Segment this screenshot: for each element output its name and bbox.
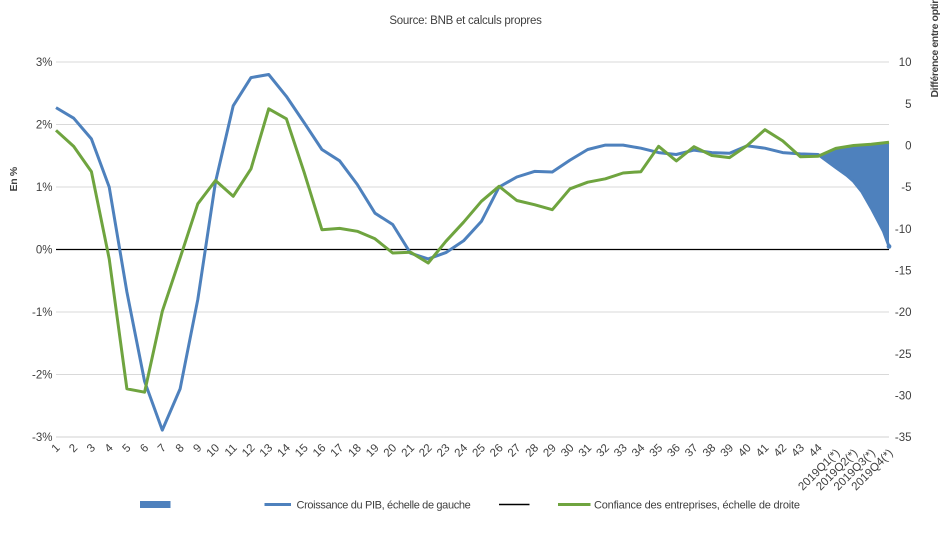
svg-text:-10: -10 <box>895 224 912 236</box>
svg-text:3%: 3% <box>36 57 53 69</box>
svg-text:-25: -25 <box>895 349 912 361</box>
svg-text:Différence entre optimisme des: Différence entre optimisme des entrepren… <box>929 0 941 98</box>
svg-text:-30: -30 <box>895 391 912 403</box>
svg-text:-5: -5 <box>901 182 911 194</box>
svg-text:10: 10 <box>899 57 912 69</box>
svg-text:0: 0 <box>905 141 911 153</box>
svg-text:2%: 2% <box>36 120 53 132</box>
svg-text:En %: En % <box>8 166 20 191</box>
svg-text:-20: -20 <box>895 307 912 319</box>
svg-text:1%: 1% <box>36 182 53 194</box>
svg-text:-3%: -3% <box>32 432 52 444</box>
svg-text:Confiance des entreprises, éch: Confiance des entreprises, échelle de dr… <box>594 500 800 512</box>
svg-text:-2%: -2% <box>32 370 52 382</box>
svg-text:-15: -15 <box>895 266 912 278</box>
svg-text:5: 5 <box>905 99 911 111</box>
svg-text:Croissance du PIB, échelle de: Croissance du PIB, échelle de gauche <box>297 500 471 512</box>
svg-text:Source: BNB et calculs propres: Source: BNB et calculs propres <box>389 15 542 27</box>
svg-text:0%: 0% <box>36 245 53 257</box>
svg-text:-35: -35 <box>895 432 912 444</box>
svg-text:-1%: -1% <box>32 307 52 319</box>
